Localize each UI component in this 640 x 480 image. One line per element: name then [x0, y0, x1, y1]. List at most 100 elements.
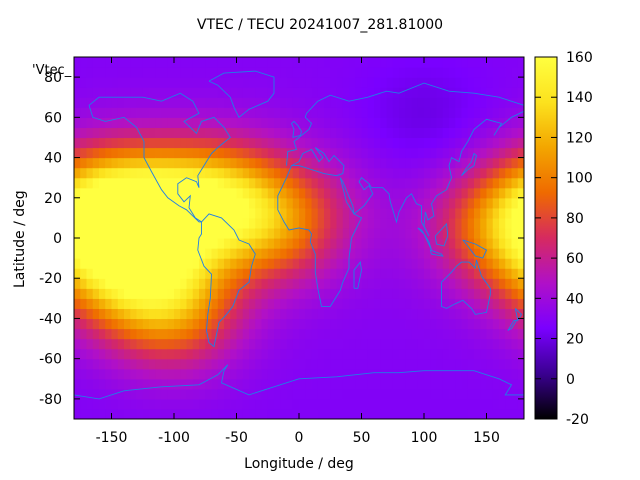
heat-cell	[324, 278, 331, 289]
heat-cell	[180, 408, 188, 419]
heat-cell	[280, 187, 288, 199]
heat-cell	[461, 137, 469, 149]
heat-cell	[236, 278, 244, 289]
heat-cell	[149, 87, 156, 98]
heat-cell	[286, 107, 294, 118]
heat-cell	[342, 77, 350, 88]
heat-cell	[317, 97, 325, 108]
heat-cell	[342, 167, 350, 179]
heat-cell	[355, 238, 363, 249]
heat-cell	[267, 87, 275, 98]
heat-cell	[330, 258, 338, 269]
heat-cell	[411, 177, 419, 189]
heat-cell	[461, 57, 469, 68]
heat-cell	[274, 408, 281, 419]
heat-cell	[180, 318, 188, 330]
heat-cell	[486, 87, 494, 98]
heat-cell	[392, 278, 400, 289]
heat-cell	[511, 408, 519, 419]
heat-cell	[361, 77, 369, 88]
heat-cell	[142, 348, 150, 360]
heat-cell	[361, 328, 369, 340]
heat-cell	[455, 147, 463, 159]
heat-cell	[461, 248, 469, 259]
heat-cell	[161, 67, 169, 78]
heat-cell	[517, 378, 524, 390]
colorbar-tick-label: 100	[566, 171, 593, 187]
heat-cell	[86, 187, 94, 199]
coastline	[88, 92, 231, 223]
heat-cell	[242, 318, 250, 330]
heat-cell	[405, 177, 413, 189]
heat-cell	[380, 388, 388, 400]
heat-cell	[292, 97, 300, 108]
heat-cell	[124, 238, 131, 249]
heat-cell	[174, 77, 181, 88]
heat-cell	[430, 378, 438, 390]
heat-cell	[317, 87, 325, 98]
heat-cell	[192, 348, 200, 360]
heat-cell	[249, 177, 256, 189]
heat-cell	[511, 388, 519, 400]
heat-cell	[86, 298, 94, 309]
heat-cell	[255, 217, 263, 229]
heat-cell	[292, 177, 300, 189]
heat-cell	[142, 67, 150, 78]
heat-cell	[111, 308, 119, 320]
heat-cell	[474, 328, 481, 340]
heat-cell	[511, 227, 519, 239]
heat-cell	[86, 57, 94, 68]
heat-cell	[486, 328, 494, 340]
heat-cell	[436, 288, 444, 299]
heat-cell	[467, 288, 475, 299]
heat-cell	[124, 348, 131, 360]
heat-cell	[74, 378, 81, 390]
heat-cell	[80, 227, 88, 239]
heat-cell	[317, 248, 325, 259]
heat-cell	[367, 77, 375, 88]
heat-cell	[192, 217, 200, 229]
heat-cell	[392, 338, 400, 350]
heat-cell	[242, 368, 250, 380]
heat-cell	[474, 358, 481, 370]
heat-cell	[80, 338, 88, 350]
heat-cell	[167, 298, 175, 309]
heat-cell	[461, 127, 469, 139]
heat-cell	[161, 117, 169, 128]
heat-cell	[267, 217, 275, 229]
heat-cell	[92, 348, 100, 360]
heat-cell	[330, 338, 338, 350]
heat-cell	[461, 268, 469, 279]
heat-cell	[74, 398, 81, 410]
heat-cell	[455, 167, 463, 179]
heat-cell	[461, 348, 469, 360]
heat-cell	[361, 348, 369, 360]
heat-cell	[286, 348, 294, 360]
heat-cell	[517, 398, 524, 410]
heat-cell	[342, 87, 350, 98]
heat-cell	[436, 378, 444, 390]
chart-title: VTEC / TECU 20241007_281.81000	[196, 17, 444, 33]
heat-cell	[505, 348, 513, 360]
heat-cell	[380, 328, 388, 340]
heat-cell	[449, 127, 456, 139]
heat-cell	[286, 408, 294, 419]
heat-cell	[461, 298, 469, 309]
heat-cell	[105, 308, 113, 320]
heat-cell	[424, 177, 431, 189]
heat-cell	[205, 298, 213, 309]
heat-cell	[80, 137, 88, 149]
heat-cell	[161, 97, 169, 108]
heat-cell	[317, 67, 325, 78]
heat-cell	[224, 298, 231, 309]
colorbar-tick-label: 0	[566, 372, 575, 388]
heat-cell	[80, 147, 88, 159]
heat-cell	[92, 117, 100, 128]
heat-cell	[492, 167, 500, 179]
heat-cell	[199, 67, 206, 78]
heat-cell	[86, 268, 94, 279]
heat-cell	[480, 298, 488, 309]
heat-cell	[349, 67, 356, 78]
heat-cell	[292, 227, 300, 239]
heat-cell	[80, 197, 88, 209]
